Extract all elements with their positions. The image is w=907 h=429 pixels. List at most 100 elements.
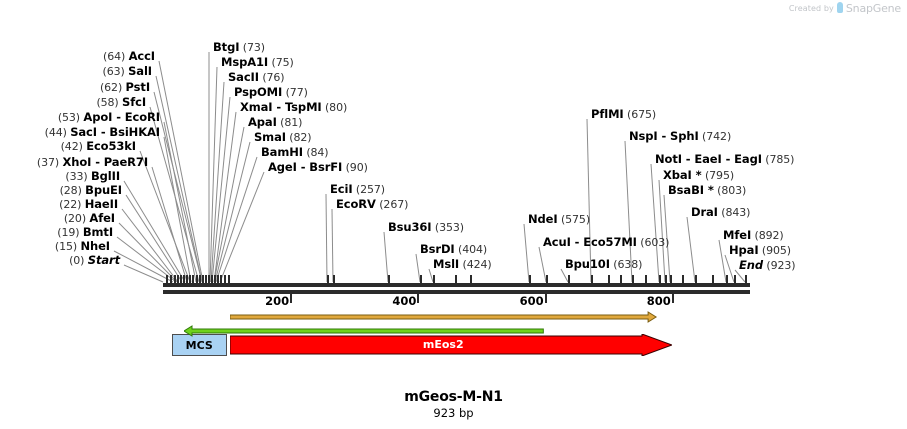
site-enzyme-names: BamHI: [261, 145, 303, 159]
site-position: (63): [102, 65, 129, 78]
directional-arrow-shape: [183, 325, 544, 337]
site-position: (81): [276, 116, 303, 129]
site-enzyme-names: PflMI: [591, 107, 624, 121]
site-label-nspi[interactable]: NspI - SphI (742): [629, 130, 731, 144]
site-label-bsabi[interactable]: BsaBI * (803): [668, 184, 746, 198]
site-label-saci[interactable]: (44) SacI - BsiHKAI: [0, 125, 160, 140]
leader-line: [686, 216, 696, 283]
feature-green-arrow[interactable]: [183, 325, 545, 337]
site-enzyme-names: PstI: [125, 80, 151, 94]
ruler-minor-tick: [224, 275, 226, 283]
backbone-bar-bottom: [163, 290, 750, 294]
site-label-sfci[interactable]: (58) SfcI: [0, 96, 146, 110]
site-label-mspa1i[interactable]: MspA1I (75): [221, 56, 294, 70]
ruler-minor-tick: [665, 275, 667, 283]
site-label-haeii[interactable]: (22) HaeII: [0, 198, 118, 212]
site-label-apai[interactable]: ApaI (81): [248, 116, 303, 130]
site-label-msli[interactable]: MslI (424): [433, 257, 492, 272]
site-enzyme-names: AcuI - Eco57MI: [543, 235, 637, 249]
site-label-pflmi[interactable]: PflMI (675): [591, 107, 656, 122]
site-label-hpai[interactable]: HpaI (905): [729, 244, 791, 258]
site-position: (892): [751, 229, 784, 242]
site-label-bglii[interactable]: (33) BglII: [0, 170, 120, 184]
site-enzyme-names: SacII: [228, 70, 259, 84]
site-label-apoi[interactable]: (53) ApoI - EcoRI: [0, 110, 160, 125]
site-label-bmti[interactable]: (19) BmtI: [0, 225, 113, 240]
site-position: (795): [701, 169, 735, 182]
site-position: (575): [557, 213, 591, 226]
feature-gene-arrow[interactable]: [229, 334, 672, 356]
ruler-minor-tick: [734, 275, 736, 283]
site-label-nhei[interactable]: (15) NheI: [0, 240, 110, 254]
site-enzyme-names: Bsu36I: [388, 220, 432, 234]
site-label-drai[interactable]: DraI (843): [691, 205, 750, 220]
site-label-ndei[interactable]: NdeI (575): [528, 213, 591, 227]
site-enzyme-names: DraI: [691, 205, 718, 219]
site-enzyme-names: ApoI - EcoRI: [83, 110, 160, 124]
leader-line: [123, 264, 164, 283]
site-label-bsrdi[interactable]: BsrDI (404): [420, 243, 487, 257]
site-label-smai[interactable]: SmaI (82): [254, 130, 312, 145]
ruler-minor-tick: [333, 275, 335, 283]
leader-line: [650, 163, 660, 283]
site-label-ecii[interactable]: EciI (257): [330, 183, 385, 197]
snapgene-logo-icon: [836, 2, 843, 13]
site-label-mfei[interactable]: MfeI (892): [723, 229, 784, 243]
site-label-afei[interactable]: (20) AfeI: [0, 212, 115, 226]
site-label-sali[interactable]: (63) SalI: [0, 65, 153, 79]
site-label-noti[interactable]: NotI - EaeI - EagI (785): [655, 152, 794, 167]
ruler-minor-tick: [199, 275, 201, 283]
ruler-minor-tick: [670, 275, 672, 283]
ruler-minor-tick: [180, 275, 182, 283]
site-label-xhoi[interactable]: (37) XhoI - PaeR7I: [0, 156, 148, 170]
site-label-end[interactable]: End (923): [739, 259, 796, 273]
ruler-minor-tick: [228, 275, 230, 283]
ruler-minor-tick: [591, 275, 593, 283]
site-label-eco53ki[interactable]: (42) Eco53kI: [0, 140, 136, 154]
feature-gold-arrow[interactable]: [229, 311, 658, 323]
site-enzyme-names: NotI - EaeI - EagI: [655, 152, 762, 166]
site-position: (603): [636, 236, 670, 249]
leader-line: [139, 150, 191, 283]
site-label-pspomi[interactable]: PspOMI (77): [234, 86, 308, 100]
site-enzyme-names: BtgI: [213, 40, 240, 54]
site-label-agei[interactable]: AgeI - BsrFI (90): [268, 161, 368, 175]
site-label-bsu36i[interactable]: Bsu36I (353): [388, 220, 464, 235]
site-label-bpuei[interactable]: (28) BpuEI: [0, 184, 123, 198]
site-position: (20): [63, 212, 90, 225]
site-position: (77): [282, 86, 308, 99]
site-position: (267): [375, 198, 409, 211]
backbone-bar-top: [163, 283, 750, 287]
site-label-btgi[interactable]: BtgI (73): [213, 40, 265, 55]
site-label-ecorv[interactable]: EcoRV (267): [336, 198, 409, 212]
site-position: (84): [302, 146, 329, 159]
site-label-start[interactable]: (0) Start: [0, 254, 120, 268]
ruler-minor-tick: [608, 275, 610, 283]
site-label-acci[interactable]: (64) AccI: [0, 50, 155, 64]
site-enzyme-names: BmtI: [82, 225, 113, 239]
site-label-bpu10i[interactable]: Bpu10I (638): [565, 258, 642, 272]
site-enzyme-names: SmaI: [254, 130, 286, 144]
site-label-xmai[interactable]: XmaI - TspMI (80): [240, 101, 347, 115]
site-label-acui[interactable]: AcuI - Eco57MI (603): [543, 235, 670, 250]
site-label-sacii[interactable]: SacII (76): [228, 70, 285, 85]
site-position: (53): [57, 111, 84, 124]
site-enzyme-names: MslI: [433, 257, 460, 271]
site-position: (22): [59, 198, 85, 211]
site-position: (82): [285, 131, 312, 144]
leader-line: [210, 81, 225, 283]
leader-line: [209, 66, 218, 283]
directional-arrow-shape: [229, 311, 657, 323]
site-position: (923): [762, 259, 796, 272]
ruler-minor-tick: [546, 275, 548, 283]
site-enzyme-names: SacI - BsiHKAI: [70, 125, 160, 139]
ruler-minor-tick: [620, 275, 622, 283]
ruler-minor-tick: [645, 275, 647, 283]
feature-mcs-box[interactable]: MCS: [171, 334, 227, 356]
leader-line: [213, 126, 245, 283]
site-label-xbai[interactable]: XbaI * (795): [663, 169, 735, 183]
ruler-minor-tick: [388, 275, 390, 283]
site-label-psti[interactable]: (62) PstI: [0, 80, 151, 95]
site-label-bamhi[interactable]: BamHI (84): [261, 145, 329, 160]
